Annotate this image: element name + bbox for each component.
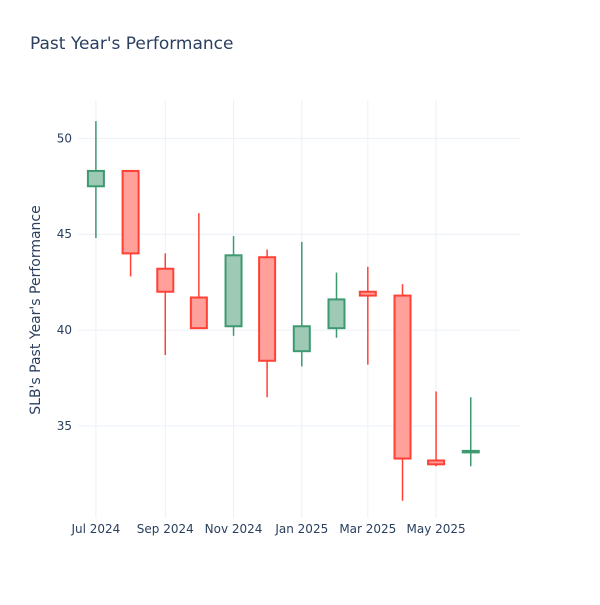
candle-decreasing	[358, 266, 377, 365]
candle-decreasing	[427, 391, 446, 467]
candle-increasing	[292, 241, 311, 367]
candle-body	[86, 169, 105, 188]
candle-body	[121, 169, 140, 255]
candle-decreasing	[393, 284, 412, 501]
y-tick-label: 35	[57, 419, 72, 433]
candle-decreasing	[189, 213, 208, 330]
chart-title: Past Year's Performance	[30, 34, 234, 54]
x-axis-ticks: Jul 2024 Sep 2024 Nov 2024 Jan 2025 Mar 2025…	[70, 522, 465, 536]
candle-body	[156, 267, 175, 293]
candle-body	[224, 254, 243, 328]
y-tick-label: 50	[57, 131, 72, 145]
candle-layer	[86, 121, 480, 501]
candle-body	[189, 296, 208, 330]
x-tick-label: Sep 2024	[137, 522, 194, 536]
candle-increasing	[224, 236, 243, 336]
candle-body	[292, 325, 311, 353]
candle-body	[393, 294, 412, 460]
candle-decreasing	[156, 253, 175, 356]
candle-increasing	[461, 397, 480, 467]
candle-body	[327, 298, 346, 330]
x-tick-label: May 2025	[406, 522, 465, 536]
y-axis-title: SLB's Past Year's Performance	[28, 205, 44, 414]
x-tick-label: Jul 2024	[70, 522, 120, 536]
candle-body	[427, 459, 446, 466]
candle-increasing	[86, 121, 105, 239]
grid-layer	[78, 100, 520, 518]
candle-decreasing	[258, 249, 277, 398]
x-tick-label: Jan 2025	[274, 522, 328, 536]
y-axis-ticks: 35 40 45 50	[57, 131, 72, 433]
y-tick-label: 40	[57, 323, 72, 337]
candle-body	[358, 290, 377, 297]
candle-body	[461, 449, 480, 454]
x-tick-label: Nov 2024	[205, 522, 263, 536]
y-tick-label: 45	[57, 227, 72, 241]
candle-decreasing	[121, 169, 140, 277]
x-tick-label: Mar 2025	[339, 522, 396, 536]
candle-body	[258, 256, 277, 362]
candle-increasing	[327, 272, 346, 338]
